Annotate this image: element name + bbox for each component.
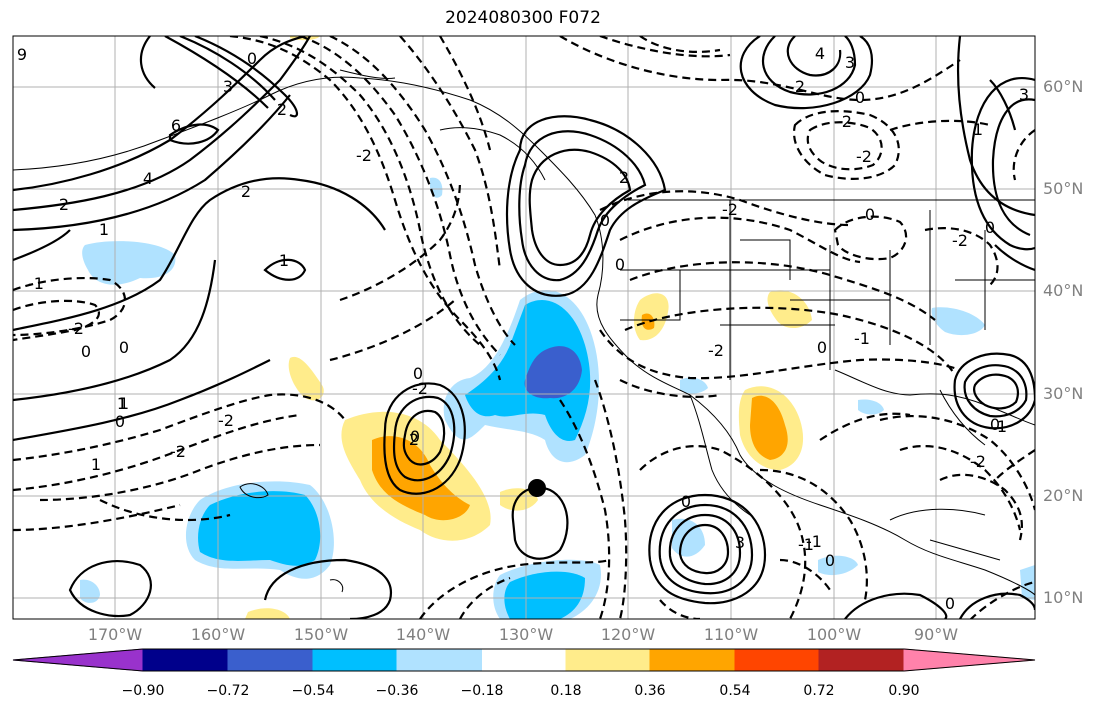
negative-contours: [13, 36, 1035, 619]
contour-label: -2: [356, 146, 372, 165]
contour-label: 1: [119, 394, 129, 413]
colorbar-tick: −0.18: [460, 683, 504, 699]
colorbar-segment: [12, 648, 144, 672]
colorbar-segment: [649, 648, 736, 672]
contour-label: 9: [17, 45, 27, 64]
contour-label: 6: [171, 116, 181, 135]
contour-label: 3: [735, 533, 745, 552]
contour-label: 1: [997, 417, 1007, 436]
contour-label: 0: [985, 218, 995, 237]
lat-label-10n: 10°N: [1043, 588, 1084, 607]
lon-label-110w: 110°W: [703, 625, 759, 644]
contour-label: 0: [410, 427, 420, 446]
colorbar-tick: 0.90: [888, 683, 920, 699]
lon-label-130w: 130°W: [498, 625, 554, 644]
contour-label: -2: [68, 319, 84, 338]
colorbar-tick: −0.36: [375, 683, 419, 699]
contour-label: -2: [952, 231, 968, 250]
shaded-fields: [80, 36, 1035, 619]
contour-label: 0: [990, 415, 1000, 434]
colorbar-tick: −0.72: [206, 683, 250, 699]
colorbar-tick: 0.72: [803, 683, 835, 699]
contour-label: 3: [1019, 85, 1029, 104]
colorbar-segment: [227, 648, 314, 672]
contour-label: -1: [806, 532, 822, 551]
contour-label: 2: [241, 182, 251, 201]
contour-label: 1: [99, 220, 109, 239]
contour-label: 3: [845, 53, 855, 72]
lat-label-20n: 20°N: [1043, 486, 1084, 505]
contour-label: 2: [277, 100, 287, 119]
colorbar-tick: −0.90: [121, 683, 165, 699]
contour-label: 0: [825, 551, 835, 570]
contour-label: 0: [81, 342, 91, 361]
map-title: 2024080300 F072: [445, 8, 601, 28]
colorbar-tick: 0.36: [634, 683, 666, 699]
colorbar-segment: [565, 648, 651, 672]
lat-label-40n: 40°N: [1043, 281, 1084, 300]
contour-label: -2: [722, 200, 738, 219]
colorbar-tick: 0.18: [550, 683, 582, 699]
storm-marker: [528, 479, 546, 497]
positive-contours: [13, 36, 1035, 619]
contour-label: 2: [619, 168, 629, 187]
lon-label-150w: 150°W: [293, 625, 349, 644]
contour-label: -2: [170, 442, 186, 461]
colorbar-tick: 0.54: [719, 683, 751, 699]
lon-label-100w: 100°W: [806, 625, 862, 644]
contour-label: -1: [854, 329, 870, 348]
colorbar-segment: [312, 648, 398, 672]
contour-label: 2: [59, 195, 69, 214]
contour-label: 3: [223, 77, 233, 96]
contour-label: 1: [91, 455, 101, 474]
lat-label-60n: 60°N: [1043, 77, 1084, 96]
lat-label-50n: 50°N: [1043, 179, 1084, 198]
contour-label: 0: [817, 338, 827, 357]
contour-label: 0: [681, 492, 691, 511]
contour-label: -1: [798, 535, 814, 554]
map-frame: [12, 35, 1036, 620]
colorbar: [12, 648, 1036, 672]
contour-label: 1: [973, 120, 983, 139]
contour-label: 4: [815, 44, 825, 63]
contour-label: 0: [119, 338, 129, 357]
colorbar-outline: [12, 648, 1036, 672]
contour-label: 2: [795, 77, 805, 96]
contour-label: 0: [413, 364, 423, 383]
contour-label: 1: [117, 394, 127, 413]
contour-label: 0: [115, 412, 125, 431]
colorbar-segment: [734, 648, 820, 672]
colorbar-tick: −0.54: [291, 683, 335, 699]
lon-label-170w: 170°W: [87, 625, 143, 644]
contour-label: 0: [615, 255, 625, 274]
contour-label: 2: [409, 430, 419, 449]
colorbar-segment: [142, 648, 229, 672]
contour-label: -1: [28, 274, 44, 293]
contour-label: 0: [600, 211, 610, 230]
contour-label: 4: [143, 169, 153, 188]
colorbar-segment: [482, 649, 566, 671]
lon-label-90w: 90°W: [913, 625, 959, 644]
contour-label: 0: [945, 594, 955, 613]
contour-label: -2: [970, 452, 986, 471]
contour-label: -2: [836, 112, 852, 131]
lat-label-30n: 30°N: [1043, 384, 1084, 403]
contour-label: -2: [218, 411, 234, 430]
contour-label: 1: [279, 251, 289, 270]
contour-label: 0: [247, 49, 257, 68]
contour-label: -2: [856, 147, 872, 166]
colorbar-segment: [903, 648, 1036, 672]
contour-label: -2: [412, 379, 428, 398]
contour-label: 0: [865, 205, 875, 224]
contour-label: -2: [708, 341, 724, 360]
lon-label-120w: 120°W: [600, 625, 656, 644]
colorbar-segment: [818, 648, 905, 672]
colorbar-segment: [396, 648, 483, 672]
contour-label: 0: [855, 88, 865, 107]
graticule: [13, 36, 1035, 619]
lon-label-160w: 160°W: [190, 625, 246, 644]
lon-label-140w: 140°W: [395, 625, 451, 644]
